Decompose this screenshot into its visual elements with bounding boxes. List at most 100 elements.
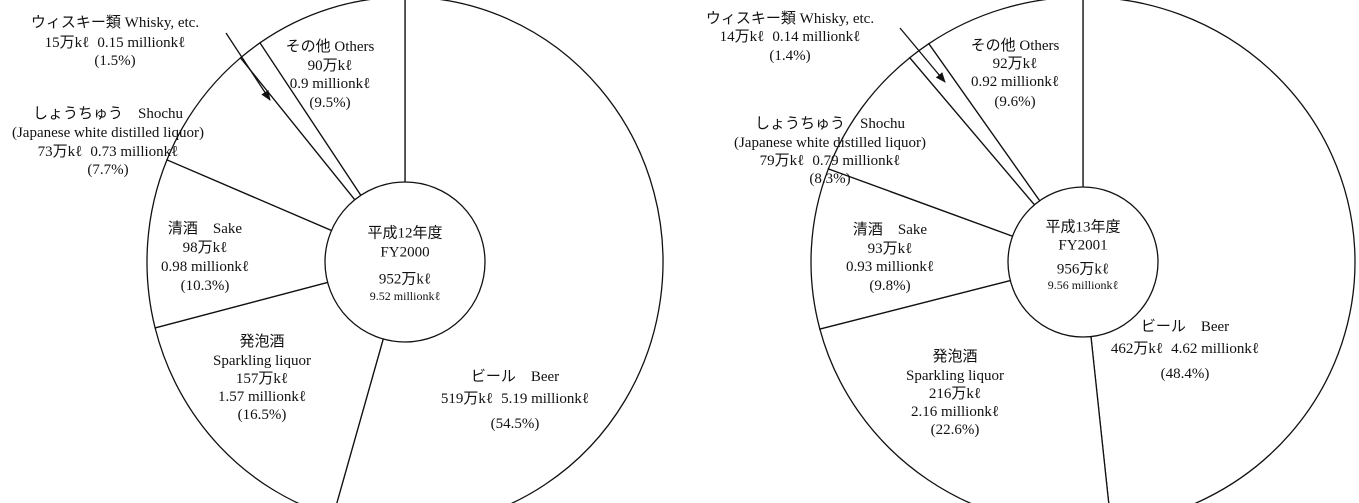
slice-label: その他 Others	[286, 38, 375, 55]
slice-label: しょうちゅう Shochu	[755, 115, 906, 132]
slice-label-part: 462万kℓ	[1111, 341, 1163, 357]
slice-label: (16.5%)	[238, 407, 287, 423]
slice-label-part: (9.6%)	[994, 94, 1035, 110]
leader-arrow	[225, 32, 271, 101]
slice-label-part: 93万kℓ	[868, 241, 913, 257]
slice-label: 92万kℓ	[993, 56, 1038, 72]
center-label: 956万kℓ	[1057, 261, 1109, 277]
slice-label-part: 清酒 Sake	[168, 220, 243, 237]
slice-label-part: ウィスキー類 Whisky, etc.	[706, 10, 874, 27]
center-label: 9.52 millionkℓ	[370, 289, 441, 303]
slice-label-part: 0.15 millionkℓ	[97, 35, 185, 51]
center-label: 9.56 millionkℓ	[1048, 278, 1119, 292]
center-circle	[1007, 186, 1159, 338]
slice-label: 519万kℓ 5.19 millionkℓ	[441, 391, 589, 407]
slice-label-part: (Japanese white distilled liquor)	[12, 125, 204, 141]
slice-label: しょうちゅう Shochu	[33, 105, 184, 122]
slice-label: (8.3%)	[809, 171, 850, 187]
slice-label: (Japanese white distilled liquor)	[12, 125, 204, 141]
center-label: 平成12年度	[367, 224, 442, 241]
slice-label: 0.98 millionkℓ	[161, 259, 249, 275]
slice-label: 2.16 millionkℓ	[911, 404, 999, 420]
slice-label: 73万kℓ 0.73 millionkℓ	[38, 144, 179, 160]
slice-label-part: 2.16 millionkℓ	[911, 404, 999, 420]
pies: 平成12年度 FY2000 952万kℓ 9.52 millionkℓ ビール Beer…	[12, 0, 1356, 503]
slice-label: 14万kℓ 0.14 millionkℓ	[720, 29, 861, 45]
slice-label-part: 14万kℓ	[720, 29, 765, 45]
slice-label-part: 0.14 millionkℓ	[772, 29, 860, 45]
slice-label-part: 90万kℓ	[308, 58, 353, 74]
slice-label-part: 0.92 millionkℓ	[971, 74, 1059, 90]
slice-label: 15万kℓ 0.15 millionkℓ	[45, 35, 186, 51]
pie-slice	[827, 56, 1086, 264]
pie-slice	[146, 158, 407, 329]
center-label: 平成13年度	[1045, 218, 1120, 235]
slice-label-part: 157万kℓ	[236, 371, 288, 387]
pie-slice	[927, 0, 1084, 265]
slice-label: ビール Beer	[1141, 318, 1229, 335]
slice-label: 0.9 millionkℓ	[290, 76, 371, 92]
slice-label: 462万kℓ 4.62 millionkℓ	[1111, 341, 1259, 357]
slice-label: 93万kℓ	[868, 241, 913, 257]
slice-label: 発泡酒	[239, 333, 284, 350]
pie-slice	[336, 0, 664, 503]
slice-label: 79万kℓ 0.79 millionkℓ	[760, 153, 901, 169]
center-label: FY2001	[1058, 237, 1107, 253]
slice-label-part: 98万kℓ	[183, 240, 228, 256]
slice-label-part: (48.4%)	[1161, 366, 1210, 382]
slice-label-part: (8.3%)	[809, 171, 850, 187]
slice-label-part: その他 Others	[971, 37, 1060, 54]
slice-label-part: ビール Beer	[471, 368, 559, 385]
slice-label-part: (9.8%)	[869, 278, 910, 294]
slice-label-part: 4.62 millionkℓ	[1171, 341, 1259, 357]
leader-arrow	[899, 27, 946, 83]
slice-label: 216万kℓ	[929, 386, 981, 402]
slice-label-part: 発泡酒	[239, 333, 284, 350]
slice-label-part: 79万kℓ	[760, 153, 805, 169]
slice-label-part: その他 Others	[286, 38, 375, 55]
slice-label: (22.6%)	[931, 422, 980, 438]
slice-label-part: (7.7%)	[87, 162, 128, 178]
slice-label: Sparkling liquor	[906, 368, 1004, 384]
slice-label-part: 73万kℓ	[38, 144, 83, 160]
slice-label-part: 92万kℓ	[993, 56, 1038, 72]
slice-label-part: 0.79 millionkℓ	[812, 153, 900, 169]
pie: 平成12年度 FY2000 952万kℓ 9.52 millionkℓ ビール Beer…	[12, 0, 664, 503]
slice-label: ビール Beer	[471, 368, 559, 385]
slice-label: (9.5%)	[309, 95, 350, 111]
slice-label-part: 216万kℓ	[929, 386, 981, 402]
slice-label: 発泡酒	[932, 348, 977, 365]
pie-slice	[154, 261, 406, 503]
slice-label-part: ウィスキー類 Whisky, etc.	[31, 14, 199, 31]
center-circle	[324, 181, 486, 343]
slice-label-part: (9.5%)	[309, 95, 350, 111]
slice-label-part: 1.57 millionkℓ	[218, 389, 306, 405]
slice-label-part: しょうちゅう Shochu	[755, 115, 906, 132]
slice-label: 0.92 millionkℓ	[971, 74, 1059, 90]
slice-label: 1.57 millionkℓ	[218, 389, 306, 405]
slice-label: その他 Others	[971, 37, 1060, 54]
slice-label-part: 清酒 Sake	[853, 221, 928, 238]
slice-label-part: 15万kℓ	[45, 35, 90, 51]
slice-label-part: しょうちゅう Shochu	[33, 105, 184, 122]
pie-slice	[1082, 0, 1356, 503]
slice-label-part: Sparkling liquor	[906, 368, 1004, 384]
slice-label-part: (22.6%)	[931, 422, 980, 438]
slice-label: 157万kℓ	[236, 371, 288, 387]
slice-label-part: (1.5%)	[94, 53, 135, 69]
slice-label: (9.8%)	[869, 278, 910, 294]
center-label: 952万kℓ	[379, 271, 431, 287]
slice-label: (10.3%)	[181, 278, 230, 294]
slice-label-part: 0.73 millionkℓ	[90, 144, 178, 160]
slice-label: 90万kℓ	[308, 58, 353, 74]
slice-label: (7.7%)	[87, 162, 128, 178]
slice-label: ウィスキー類 Whisky, etc.	[31, 14, 199, 31]
slice-label-part: 0.98 millionkℓ	[161, 259, 249, 275]
pie-slice	[819, 261, 1110, 503]
slice-label: (48.4%)	[1161, 366, 1210, 382]
slice-label-part: 発泡酒	[932, 348, 977, 365]
slice-label: (1.4%)	[769, 48, 810, 64]
slice-label-part: (16.5%)	[238, 407, 287, 423]
slice-label: (54.5%)	[491, 416, 540, 432]
